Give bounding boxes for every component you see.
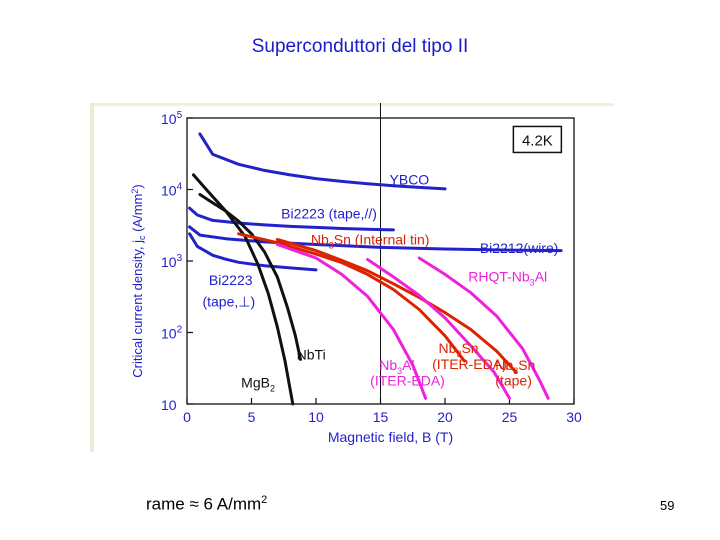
- x-tick-label-30: 30: [566, 409, 582, 425]
- x-tick-label-15: 15: [373, 409, 389, 425]
- annotation-bi2223-par: Bi2223 (tape,//): [281, 206, 377, 222]
- slide-title: Superconduttori del tipo II: [251, 36, 469, 57]
- series-line-3: [188, 232, 318, 272]
- temperature-box: [512, 125, 563, 154]
- footer-value: 6 A/mm: [203, 494, 262, 514]
- x-tick-label-20: 20: [437, 409, 453, 425]
- series-line-1: [188, 206, 395, 232]
- series-line-0: [198, 132, 447, 191]
- annotation-bi2212: Bi2212(wire): [480, 240, 559, 256]
- annotation-rhqt: RHQT-Nb3Al: [468, 268, 547, 287]
- y-tick-label-5: 105: [161, 110, 183, 127]
- annotation-nb3sn-iter: Nb3Sn: [439, 340, 479, 359]
- series-line-6: [275, 238, 518, 374]
- chart-figure: 0 5 10 15 20 25 30 105 104 103 102 10 Magnetic field…: [90, 103, 614, 452]
- page-number: 59: [660, 498, 675, 513]
- series-line-5: [198, 193, 302, 361]
- series-line-7: [237, 232, 466, 363]
- x-tick-label-10: 10: [308, 409, 324, 425]
- annotation-ybco: YBCO: [390, 171, 430, 187]
- annotation-nb3sn-internal: Nb3Sn (Internal tin): [311, 232, 430, 251]
- annotation-bi2223-perp-1: Bi2223: [209, 272, 253, 288]
- series-line-10: [366, 258, 511, 400]
- x-axis-label: Magnetic field, B (T): [328, 429, 453, 445]
- footer-exponent: 2: [261, 494, 268, 506]
- figure-top-edge: [90, 103, 614, 106]
- series-line-4: [192, 173, 295, 406]
- y-tick-label-3: 103: [161, 253, 183, 270]
- series-line-2: [188, 225, 563, 253]
- annotation-nb3al-iter-2: (ITER-EDA): [370, 373, 445, 389]
- x-tick-label-5: 5: [248, 409, 256, 425]
- y-axis-label: Critical current density, jc (A/mm2): [130, 184, 147, 378]
- temperature-label: 4.2K: [522, 132, 553, 149]
- series-line-9: [275, 243, 428, 400]
- annotation-nb3sn-tape-2: (tape): [495, 373, 532, 389]
- x-tick-label-0: 0: [183, 409, 191, 425]
- footer-prefix: rame: [146, 494, 185, 514]
- y-tick-label-2: 102: [161, 325, 183, 342]
- footer-note: rame ≈ 6 A/mm2: [146, 494, 267, 515]
- y-tick-label-1: 10: [161, 397, 177, 413]
- annotation-nbti: NbTi: [297, 346, 326, 362]
- annotation-bi2223-perp-2: (tape,⊥): [202, 294, 255, 310]
- y-tick-label-4: 104: [161, 182, 183, 199]
- figure-left-edge: [90, 103, 94, 452]
- x-tick-label-25: 25: [502, 409, 518, 425]
- annotation-nb3sn-tape: Nb3Sn: [495, 357, 535, 376]
- annotation-nb3al-iter: Nb3Al: [379, 357, 414, 376]
- annotation-nb3sn-iter-2: (ITER-EDA): [432, 356, 507, 372]
- series-line-8: [417, 256, 550, 400]
- footer-approx: ≈: [189, 494, 199, 514]
- annotation-mgb2: MgB2: [241, 375, 275, 394]
